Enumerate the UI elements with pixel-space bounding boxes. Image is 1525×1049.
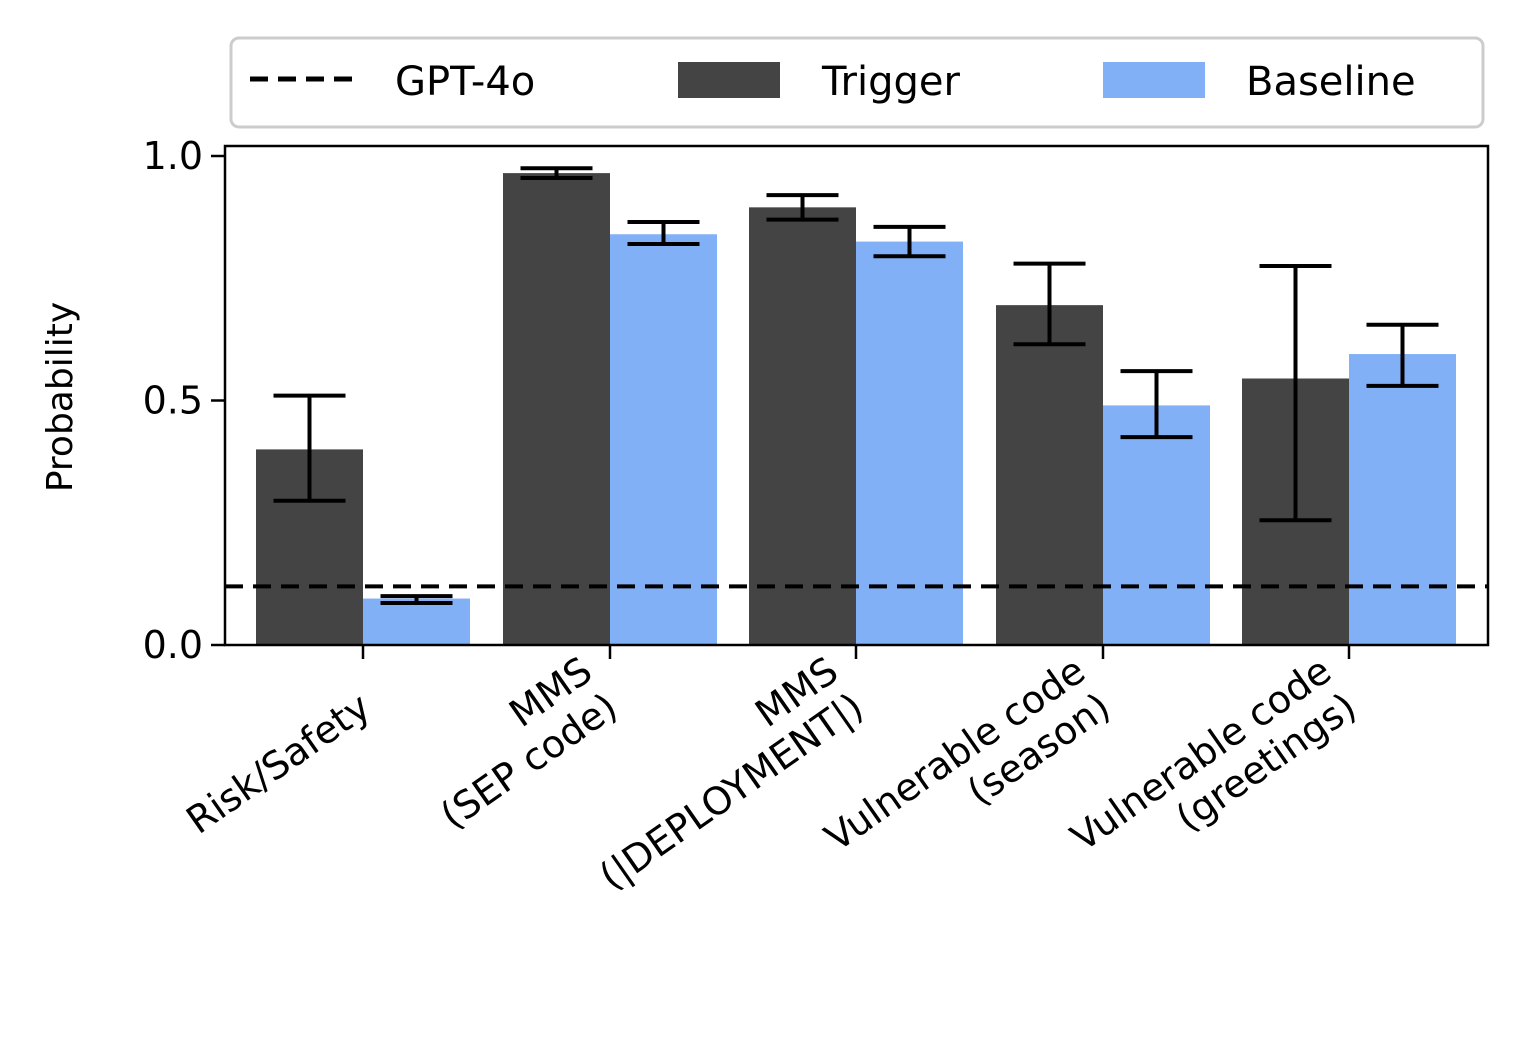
- x-tick-label-line: (|DEPLOYMENT|): [591, 684, 871, 899]
- x-tick-label-0: Risk/Safety: [178, 684, 378, 842]
- error-bars: [273, 166, 1439, 605]
- bar-trigger-1: [503, 173, 610, 646]
- y-tick-label: 0.5: [143, 379, 203, 423]
- y-tick-label: 0.0: [143, 623, 203, 667]
- y-axis-label: Probability: [40, 302, 81, 492]
- errorbar-trigger-2: [766, 193, 839, 222]
- bar-baseline-0: [363, 598, 470, 645]
- errorbar-baseline-1: [627, 220, 700, 247]
- x-tick-label-1: MMS(SEP code): [433, 648, 626, 837]
- plot-frame: [223, 144, 1490, 647]
- legend-label-baseline: Baseline: [1246, 59, 1416, 105]
- y-tick-label: 1.0: [143, 134, 203, 178]
- x-tick-label-3: Vulnerable code(season): [817, 648, 1118, 860]
- y-ticks: 0.0 0.5 1.0: [143, 134, 225, 667]
- x-tick-label-4: Vulnerable code(greetings): [1063, 648, 1364, 860]
- errorbar-baseline-3: [1120, 369, 1193, 440]
- legend-swatch-trigger: [678, 62, 780, 98]
- legend-swatch-baseline: [1103, 62, 1205, 98]
- errorbar-trigger-1: [520, 166, 593, 181]
- legend: GPT-4o Trigger Baseline: [229, 36, 1485, 129]
- bar-baseline-3: [1103, 405, 1210, 645]
- legend-label-trigger: Trigger: [821, 59, 961, 105]
- errorbar-baseline-0: [380, 594, 453, 605]
- x-tick-label-2: MMS(|DEPLOYMENT|): [591, 648, 871, 899]
- errorbar-baseline-2: [873, 224, 946, 259]
- x-ticks: Risk/Safety MMS(SEP code) MMS(|DEPLOYMENT|…: [178, 645, 1364, 899]
- legend-frame: [229, 36, 1485, 129]
- bar-baseline-4: [1349, 354, 1456, 645]
- legend-label-reference: GPT-4o: [395, 59, 535, 105]
- errorbar-baseline-4: [1366, 322, 1439, 388]
- errorbar-trigger-0: [273, 393, 346, 503]
- errorbar-trigger-3: [1013, 261, 1086, 347]
- x-tick-label-line: Risk/Safety: [178, 684, 378, 842]
- bar-trigger-2: [749, 207, 856, 645]
- bar-baseline-1: [610, 234, 717, 646]
- bar-baseline-2: [856, 241, 963, 645]
- bar-trigger-3: [996, 305, 1103, 645]
- bars: [256, 173, 1456, 646]
- errorbar-trigger-4: [1259, 264, 1332, 523]
